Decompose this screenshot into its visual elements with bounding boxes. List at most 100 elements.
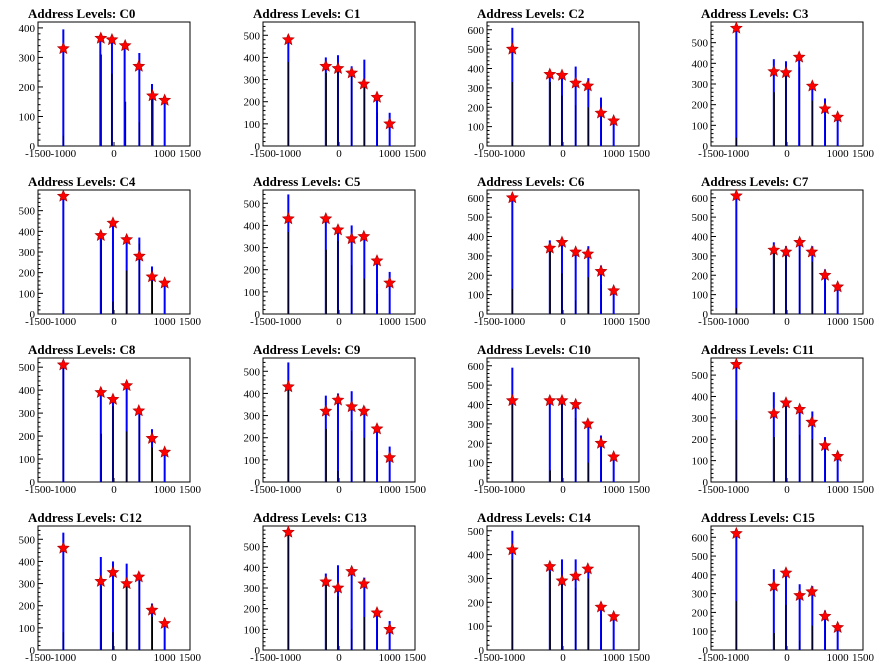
bar-primary bbox=[388, 446, 391, 482]
peak-marker-star bbox=[281, 525, 295, 538]
y-tick-label: 0 bbox=[255, 645, 261, 657]
chart-title: Address Levels: C0 bbox=[28, 6, 135, 21]
x-tick-label: 1000 bbox=[379, 148, 402, 160]
peak-marker-star bbox=[779, 65, 793, 79]
bar-secondary bbox=[735, 308, 737, 314]
bar-secondary bbox=[785, 604, 787, 650]
peak-marker-star bbox=[793, 402, 807, 415]
y-tick-label: 100 bbox=[19, 288, 36, 300]
bar-secondary bbox=[351, 431, 353, 482]
y-tick-label: 0 bbox=[30, 141, 36, 153]
bar-secondary bbox=[337, 596, 339, 650]
x-tick-label: 0 bbox=[336, 652, 342, 664]
bar-secondary bbox=[511, 559, 513, 650]
peak-marker-star bbox=[106, 392, 120, 405]
bar-secondary bbox=[575, 105, 577, 146]
bar-secondary bbox=[601, 284, 603, 314]
x-tick-label: 1000 bbox=[154, 316, 177, 328]
bar-secondary bbox=[363, 278, 365, 314]
bar-secondary bbox=[377, 294, 379, 314]
peak-marker-star bbox=[767, 243, 781, 256]
bar-primary bbox=[836, 284, 839, 314]
chart-panel-6: Address Levels: C6 0 100 200 300 400 500 600 -15… bbox=[468, 174, 651, 328]
peak-marker-star bbox=[94, 574, 108, 587]
peak-marker-star bbox=[607, 609, 621, 623]
bar-primary bbox=[163, 98, 166, 146]
x-tick-label: 1000 bbox=[827, 652, 850, 664]
bar-secondary bbox=[773, 437, 775, 482]
bar-secondary bbox=[152, 98, 154, 146]
y-tick-label: 200 bbox=[692, 100, 709, 112]
y-tick-label: 400 bbox=[19, 23, 36, 35]
y-tick-label: 100 bbox=[244, 455, 261, 467]
peak-marker-star bbox=[805, 415, 819, 428]
y-tick-label: 400 bbox=[468, 64, 485, 76]
bar-secondary bbox=[152, 280, 154, 314]
x-tick-label: 1000 bbox=[603, 652, 626, 664]
peak-marker-star bbox=[594, 106, 608, 119]
peak-marker-star bbox=[120, 378, 134, 392]
peak-marker-star bbox=[319, 575, 333, 588]
bar-secondary bbox=[100, 239, 102, 314]
y-tick-label: 300 bbox=[244, 243, 261, 255]
y-tick-label: 600 bbox=[692, 193, 709, 205]
peak-marker-star bbox=[145, 431, 159, 444]
peak-marker-star bbox=[56, 41, 70, 55]
peak-marker-star bbox=[383, 276, 397, 289]
y-tick-label: 0 bbox=[479, 477, 485, 489]
plot-frame bbox=[710, 357, 864, 483]
bar-primary bbox=[62, 194, 65, 314]
peak-marker-star bbox=[831, 449, 845, 462]
bar-secondary bbox=[152, 447, 154, 482]
y-tick-label: 200 bbox=[244, 604, 261, 616]
bar-secondary bbox=[112, 301, 114, 314]
peak-marker-star bbox=[831, 110, 845, 123]
y-tick-label: 400 bbox=[692, 570, 709, 582]
bar-primary bbox=[772, 242, 775, 314]
y-tick-label: 500 bbox=[692, 38, 709, 50]
bar-secondary bbox=[363, 616, 365, 650]
peak-marker-star bbox=[370, 606, 384, 619]
bar-primary bbox=[151, 603, 153, 650]
bar-secondary bbox=[111, 73, 113, 146]
bar-secondary bbox=[511, 82, 513, 146]
bar-primary bbox=[548, 240, 551, 314]
chart-title: Address Levels: C8 bbox=[28, 342, 136, 357]
bar-primary bbox=[600, 435, 602, 482]
bar-primary bbox=[99, 231, 102, 314]
bar-primary bbox=[836, 452, 839, 482]
peak-marker-star bbox=[357, 77, 371, 90]
bar-secondary bbox=[799, 67, 801, 146]
x-tick-label: -1000 bbox=[499, 484, 525, 496]
chart-title: Address Levels: C5 bbox=[253, 174, 361, 189]
bar-secondary bbox=[325, 249, 327, 314]
y-tick-label: 100 bbox=[244, 119, 261, 131]
peak-marker-star bbox=[357, 404, 371, 417]
bar-secondary bbox=[575, 300, 577, 314]
peak-marker-star bbox=[331, 581, 345, 594]
bar-primary bbox=[735, 193, 738, 314]
bar-secondary bbox=[799, 434, 801, 482]
bar-primary bbox=[798, 584, 801, 650]
peak-marker-star bbox=[569, 397, 583, 410]
peak-marker-star bbox=[146, 89, 159, 102]
bar-primary bbox=[587, 421, 590, 482]
chart-title: Address Levels: C11 bbox=[701, 342, 814, 357]
x-tick-label: -1000 bbox=[723, 652, 749, 664]
bar-primary bbox=[336, 393, 339, 482]
peak-marker-star bbox=[818, 438, 832, 452]
bar-primary bbox=[612, 286, 615, 314]
bar-secondary bbox=[785, 255, 787, 314]
peak-marker-star bbox=[345, 564, 359, 577]
plot-frame bbox=[486, 525, 640, 651]
bar-primary bbox=[99, 36, 102, 147]
peak-marker-star bbox=[779, 566, 793, 579]
peak-marker-star bbox=[370, 254, 384, 267]
bar-secondary bbox=[825, 283, 827, 314]
x-tick-label: 1500 bbox=[179, 148, 202, 160]
bar-secondary bbox=[561, 402, 563, 482]
plot-frame bbox=[486, 357, 640, 483]
peak-marker-star bbox=[555, 574, 569, 587]
peak-marker-star bbox=[594, 436, 608, 449]
peak-marker-star bbox=[505, 42, 519, 55]
